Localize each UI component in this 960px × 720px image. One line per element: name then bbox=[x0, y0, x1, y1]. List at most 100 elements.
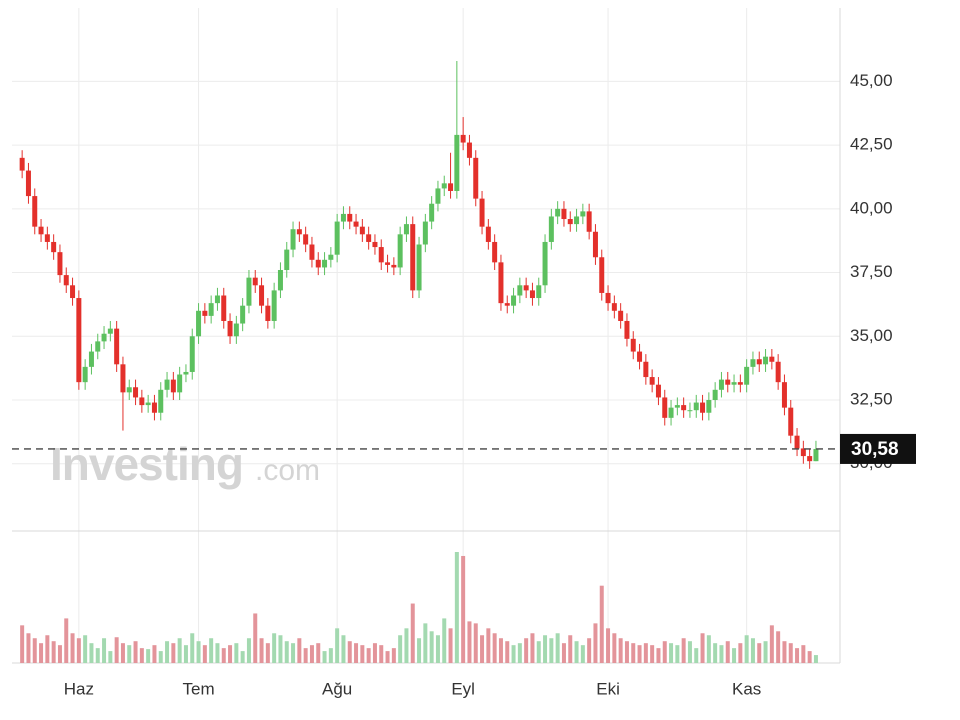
volume-bar bbox=[347, 641, 352, 663]
candle-body bbox=[397, 234, 403, 268]
candle-body bbox=[120, 364, 126, 393]
volume-bar bbox=[618, 638, 623, 663]
candle-body bbox=[674, 405, 680, 408]
volume-bar bbox=[713, 643, 718, 663]
volume-bar bbox=[524, 638, 529, 663]
candle-body bbox=[183, 371, 189, 375]
volume-bar bbox=[133, 641, 138, 663]
volume-bar bbox=[580, 645, 585, 663]
candle-body bbox=[548, 216, 554, 242]
volume-bar bbox=[593, 623, 598, 663]
candle-body bbox=[114, 328, 120, 365]
volume-bar bbox=[265, 643, 270, 663]
candle-body bbox=[655, 384, 661, 398]
volume-bar bbox=[39, 643, 44, 663]
candle-body bbox=[101, 333, 107, 342]
candle-body bbox=[605, 292, 611, 304]
candle-body bbox=[542, 241, 548, 286]
candle-body bbox=[479, 198, 485, 227]
volume-bar bbox=[612, 633, 617, 663]
candle-body bbox=[693, 402, 699, 411]
candle-body bbox=[284, 249, 290, 270]
volume-bar bbox=[70, 633, 75, 663]
candle-body bbox=[744, 366, 750, 385]
candle-body bbox=[574, 216, 580, 225]
volume-bar bbox=[253, 613, 258, 663]
volume-bar bbox=[51, 641, 56, 663]
candle-body bbox=[265, 305, 271, 321]
volume-bar bbox=[83, 635, 88, 663]
volume-bar bbox=[511, 645, 516, 663]
candle-body bbox=[227, 320, 233, 337]
candle-body bbox=[82, 366, 88, 383]
volume-bar bbox=[788, 643, 793, 663]
candle-body bbox=[133, 387, 139, 398]
candle-body bbox=[718, 379, 724, 390]
volume-bar bbox=[89, 643, 94, 663]
volume-bar bbox=[530, 633, 535, 663]
volume-bar bbox=[643, 643, 648, 663]
volume-bar bbox=[650, 645, 655, 663]
watermark-suffix: .com bbox=[255, 454, 320, 487]
x-tick-label: Tem bbox=[182, 679, 214, 698]
volume-bar bbox=[102, 638, 107, 663]
candle-body bbox=[662, 397, 668, 418]
volume-bar bbox=[328, 648, 333, 663]
volume-bar bbox=[480, 635, 485, 663]
volume-bar bbox=[57, 645, 62, 663]
volume-bar bbox=[423, 623, 428, 663]
candle-body bbox=[706, 400, 712, 413]
candle-body bbox=[763, 356, 769, 365]
candle-body bbox=[416, 244, 422, 291]
candle-body bbox=[170, 379, 176, 393]
candle-body bbox=[196, 310, 202, 337]
candle-body bbox=[448, 183, 454, 191]
candle-body bbox=[38, 226, 44, 235]
x-tick-label: Eyl bbox=[451, 679, 475, 698]
candle-body bbox=[246, 277, 252, 306]
volume-bar bbox=[410, 603, 415, 663]
candle-body bbox=[277, 270, 283, 291]
candle-body bbox=[599, 257, 605, 293]
candle-body bbox=[76, 298, 82, 383]
volume-bar bbox=[417, 638, 422, 663]
volume-bar bbox=[209, 638, 214, 663]
candle-body bbox=[466, 142, 472, 158]
volume-bar bbox=[543, 635, 548, 663]
volume-bar bbox=[398, 635, 403, 663]
volume-bar bbox=[354, 643, 359, 663]
candle-body bbox=[410, 224, 416, 291]
candle-body bbox=[353, 221, 359, 227]
volume-bar bbox=[32, 638, 37, 663]
volume-bar bbox=[228, 645, 233, 663]
candle-body bbox=[51, 241, 57, 253]
volume-bar bbox=[776, 631, 781, 663]
volume-bar bbox=[278, 635, 283, 663]
volume-bar bbox=[606, 628, 611, 663]
volume-bar bbox=[675, 645, 680, 663]
candle-body bbox=[202, 310, 208, 316]
volume-bar bbox=[272, 633, 277, 663]
candle-body bbox=[303, 234, 309, 245]
volume-bar bbox=[505, 641, 510, 663]
candle-body bbox=[164, 379, 170, 390]
volume-bar bbox=[246, 638, 251, 663]
candle-body bbox=[347, 213, 353, 222]
candle-body bbox=[529, 290, 535, 299]
volume-bar bbox=[127, 645, 132, 663]
candle-body bbox=[611, 303, 617, 311]
volume-bar bbox=[309, 645, 314, 663]
candle-body bbox=[504, 303, 510, 306]
volume-bar bbox=[637, 645, 642, 663]
candle-body bbox=[366, 234, 372, 242]
volume-bar bbox=[706, 635, 711, 663]
volume-bar bbox=[139, 648, 144, 663]
volume-bar bbox=[549, 638, 554, 663]
volume-bar bbox=[744, 635, 749, 663]
volume-bar bbox=[454, 552, 459, 663]
volume-bar bbox=[750, 638, 755, 663]
candle-body bbox=[334, 221, 340, 255]
candle-body bbox=[492, 241, 498, 263]
candle-body bbox=[391, 264, 397, 268]
